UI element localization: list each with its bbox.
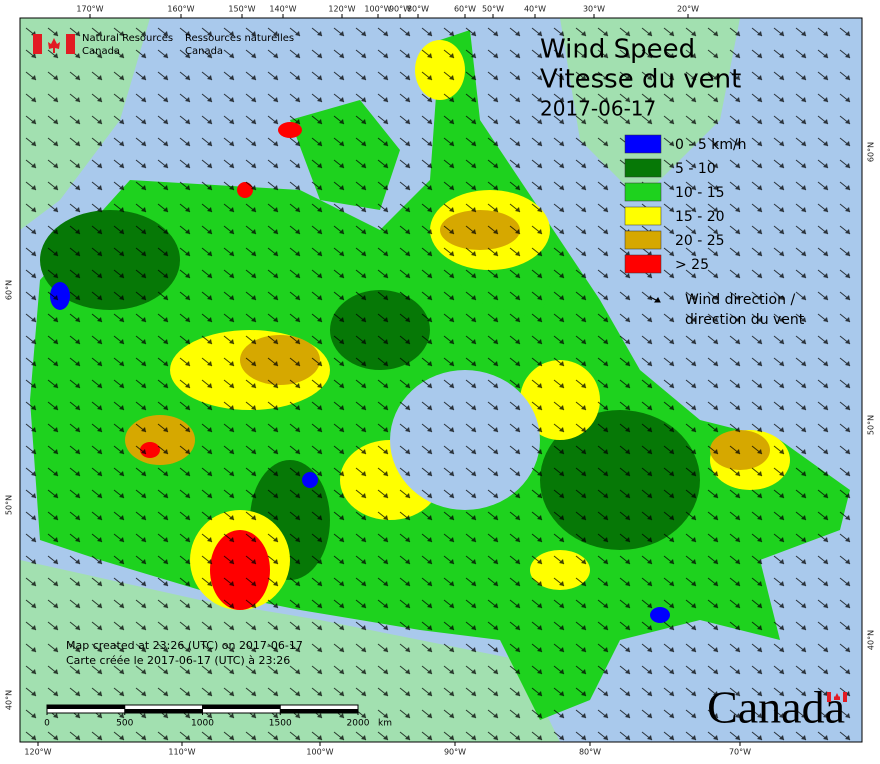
top-longitude: 170°W [76, 5, 103, 14]
top-longitude: 140°W [269, 5, 296, 14]
left-latitude: 40°N [5, 690, 14, 710]
scale-bar-segment [202, 705, 281, 709]
wordmark-flag [827, 692, 847, 702]
wind-legend-2: direction du vent [685, 312, 805, 328]
credit-fr: Carte créée le 2017-06-17 (UTC) à 23:26 [66, 654, 290, 667]
scale-label: 2000 [347, 719, 370, 729]
legend-swatch [624, 134, 662, 154]
top-longitude: 60°W [454, 5, 476, 14]
top-longitude: 150°W [228, 5, 255, 14]
legend-label: 15 - 20 [675, 209, 725, 225]
legend-swatch [624, 230, 662, 250]
top-longitude: 160°W [167, 5, 194, 14]
scale-label: 500 [116, 719, 133, 729]
title-fr: Vitesse du vent [540, 65, 741, 95]
agency-en-1: Natural Resources [82, 33, 173, 44]
agency-fr-2: Canada [185, 46, 223, 57]
wordmark: Canada [707, 682, 845, 733]
wind-legend-arrow [649, 296, 661, 303]
credit-en: Map created at 23:26 (UTC) on 2017-06-17 [66, 639, 303, 652]
legend-label: 20 - 25 [675, 233, 725, 249]
agency-en-2: Canada [82, 46, 120, 57]
top-longitude: 50°W [482, 5, 504, 14]
bottom-longitude: 100°W [306, 748, 333, 757]
map-body [20, 18, 862, 742]
scale-bar: 0 500 1000 1500 2000 km [44, 704, 392, 729]
scale-label: 1000 [191, 719, 214, 729]
date: 2017-06-17 [540, 97, 656, 121]
scale-unit: km [378, 719, 392, 729]
scale-label: 0 [44, 719, 50, 729]
legend-label: 10 - 15 [675, 185, 725, 201]
logo [33, 34, 75, 54]
frame [19, 17, 863, 743]
legend-swatch [624, 158, 662, 178]
top-longitude: 30°W [583, 5, 605, 14]
bottom-longitude: 70°W [729, 748, 751, 757]
legend-swatch [624, 182, 662, 202]
legend-label: 5 - 10 [675, 161, 716, 177]
scale-bar-segment [124, 709, 203, 713]
bottom-longitude: 110°W [168, 748, 195, 757]
top-longitude: 100°W [364, 5, 391, 14]
bottom-longitude: 80°W [579, 748, 601, 757]
top-longitude: 120°W [328, 5, 355, 14]
legend: 0 - 5 km/h 5 - 10 10 - 15 15 - 20 20 - 25 > 2… [624, 134, 747, 274]
legend-swatch [624, 206, 662, 226]
bottom-longitude: 120°W [24, 748, 51, 757]
title-en: Wind Speed [540, 35, 695, 65]
top-longitude: 80°W [407, 5, 429, 14]
right-latitude: 50°N [867, 415, 876, 435]
left-latitude: 60°N [5, 280, 14, 300]
right-latitude: 60°N [867, 142, 876, 162]
legend-label: > 25 [675, 257, 709, 273]
scale-bar-segment [47, 705, 125, 709]
bottom-longitude: 90°W [444, 748, 466, 757]
right-latitude: 40°N [867, 630, 876, 650]
scale-label: 1500 [269, 719, 292, 729]
wind-arrows [20, 18, 862, 742]
scale-bar-segment [280, 709, 358, 713]
top-longitude: 40°W [524, 5, 546, 14]
left-latitude: 50°N [5, 495, 14, 515]
agency-fr-1: Ressources naturelles [185, 33, 294, 44]
top-longitude: 90°W [389, 5, 411, 14]
legend-label: 0 - 5 km/h [675, 137, 747, 153]
legend-swatch [624, 254, 662, 274]
top-longitude: 20°W [677, 5, 699, 14]
wind-legend-1: Wind direction / [685, 292, 795, 308]
